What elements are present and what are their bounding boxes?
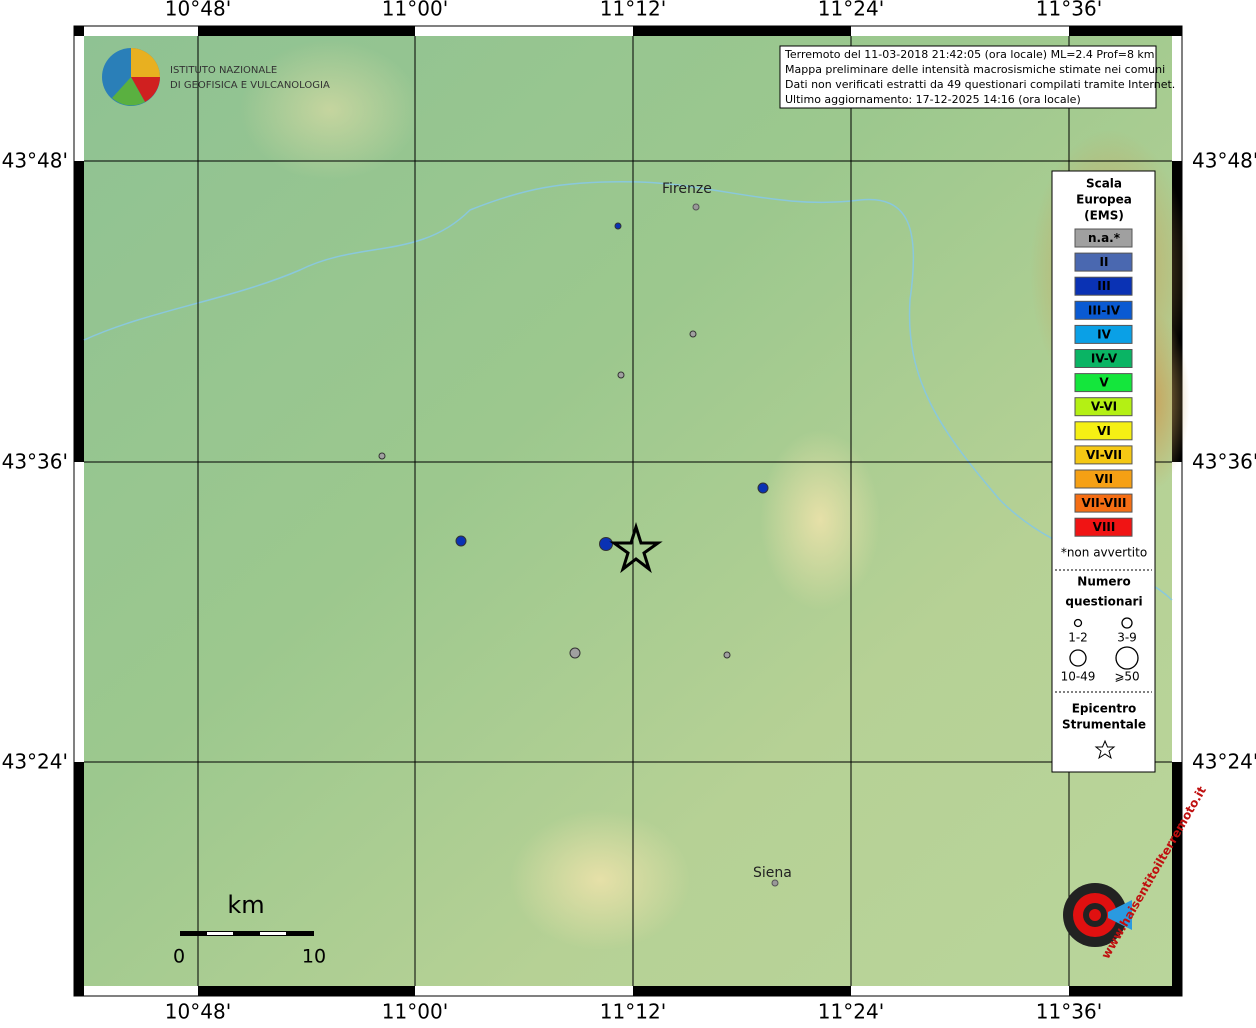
relief [510, 810, 690, 950]
info-line: Dati non verificati estratti da 49 quest… [785, 78, 1175, 91]
legend-size [1121, 617, 1133, 629]
legend-swatch [1074, 300, 1133, 320]
info-line: Terremoto del 11-03-2018 21:42:05 (ora l… [784, 48, 1155, 61]
legend-label: VI [1097, 424, 1111, 438]
lat-label: 43°48' [2, 149, 68, 173]
scale-tick: 0 [173, 946, 185, 968]
legend-title: (EMS) [1084, 209, 1124, 223]
legend-swatch [1074, 445, 1133, 465]
legend-note: *non avvertito [1061, 546, 1147, 560]
point [614, 222, 622, 230]
legend-label: V [1099, 376, 1109, 390]
point [723, 651, 731, 659]
legend-label: V-VI [1091, 400, 1117, 414]
legend-size [1069, 649, 1087, 667]
point [757, 482, 769, 494]
legend-label: IV [1097, 327, 1111, 341]
legend-swatch [1074, 397, 1133, 417]
legend-swatch [1074, 324, 1133, 344]
legend-size-label: 10-49 [1061, 670, 1096, 684]
relief [760, 430, 880, 610]
places: Firenze Siena [662, 181, 792, 887]
info-line: Mappa preliminare delle intensità macros… [785, 63, 1165, 76]
lon-label: 11°00' [382, 1000, 448, 1024]
institute-logo: ISTITUTO NAZIONALE DI GEOFISICA E VULCAN… [102, 48, 330, 106]
lon-labels: 10°48' 11°00' 11°12' 11°24' 11°36' 10°48… [165, 0, 1102, 1024]
river [83, 181, 1173, 601]
point [378, 452, 386, 460]
legend-title: Strumentale [1062, 718, 1146, 732]
intensity-points [378, 222, 769, 659]
point [689, 330, 697, 338]
legend-swatch [1074, 349, 1133, 368]
lat-label: 43°48' [1192, 149, 1256, 173]
info-box [779, 45, 1157, 109]
lon-label: 11°00' [382, 0, 448, 21]
legend: ScalaEuropea(EMS)n.a.*IIIIIIII-IVIVIV-VV… [1055, 177, 1152, 760]
lon-label: 11°24' [818, 1000, 884, 1024]
legend-label: III [1097, 279, 1110, 293]
lon-label: 11°12' [600, 1000, 666, 1024]
lon-label: 11°36' [1036, 1000, 1102, 1024]
legend-swatch [1074, 373, 1133, 393]
relief [240, 40, 420, 180]
info-text: Terremoto del 11-03-2018 21:42:05 (ora l… [784, 48, 1175, 106]
legend-title: Scala [1086, 177, 1122, 191]
legend-size-label: 1-2 [1068, 631, 1088, 645]
legend-title: questionari [1065, 595, 1142, 609]
legend-size-label: 3-9 [1117, 631, 1137, 645]
legend-swatch [1074, 252, 1133, 272]
epicenter [609, 521, 663, 574]
legend-title: Epicentro [1072, 702, 1137, 716]
legend-size-label: ⩾50 [1114, 670, 1139, 684]
place-label: Firenze [662, 181, 712, 197]
legend-swatch [1074, 421, 1133, 441]
legend-label: VIII [1093, 520, 1116, 534]
scale-bar: km 0 10 [173, 891, 326, 968]
legend-swatch [1074, 517, 1133, 537]
lon-label: 10°48' [165, 0, 231, 21]
lon-label: 11°12' [600, 0, 666, 21]
lat-labels: 43°48' 43°36' 43°24' 43°48' 43°36' 43°24… [2, 149, 1256, 774]
point [617, 371, 625, 379]
scale-unit: km [227, 891, 264, 919]
legend-swatch [1074, 276, 1133, 296]
lon-label: 10°48' [165, 1000, 231, 1024]
legend-label: III-IV [1088, 303, 1121, 317]
lon-label: 11°36' [1036, 0, 1102, 21]
legend-star [1094, 739, 1116, 760]
legend-swatch [1074, 493, 1133, 513]
legend-size [1073, 618, 1083, 628]
lat-label: 43°36' [2, 450, 68, 474]
legend-title: Europea [1076, 193, 1132, 207]
place-label: Siena [753, 865, 792, 881]
legend-size [1115, 646, 1139, 670]
lon-label: 11°24' [818, 0, 884, 21]
legend-label: IV-V [1091, 352, 1118, 366]
info-line: Ultimo aggiornamento: 17-12-2025 14:16 (… [785, 93, 1081, 106]
legend-label: n.a.* [1088, 231, 1121, 245]
scale-tick: 10 [302, 946, 326, 968]
legend-label: VII-VIII [1081, 496, 1126, 510]
point [455, 535, 467, 547]
legend-title: Numero [1077, 575, 1130, 589]
lat-label: 43°36' [1192, 450, 1256, 474]
graticule [84, 36, 1172, 986]
lat-label: 43°24' [1192, 750, 1256, 774]
point [599, 537, 613, 551]
legend-swatch [1074, 469, 1133, 489]
lat-label: 43°24' [2, 750, 68, 774]
legend-swatch [1074, 228, 1133, 248]
point [569, 647, 581, 659]
institute-name: ISTITUTO NAZIONALE [170, 65, 277, 76]
legend-label: VII [1095, 472, 1113, 486]
institute-name: DI GEOFISICA E VULCANOLOGIA [170, 80, 330, 91]
legend-label: II [1100, 255, 1109, 269]
legend-label: VI-VII [1086, 448, 1122, 462]
